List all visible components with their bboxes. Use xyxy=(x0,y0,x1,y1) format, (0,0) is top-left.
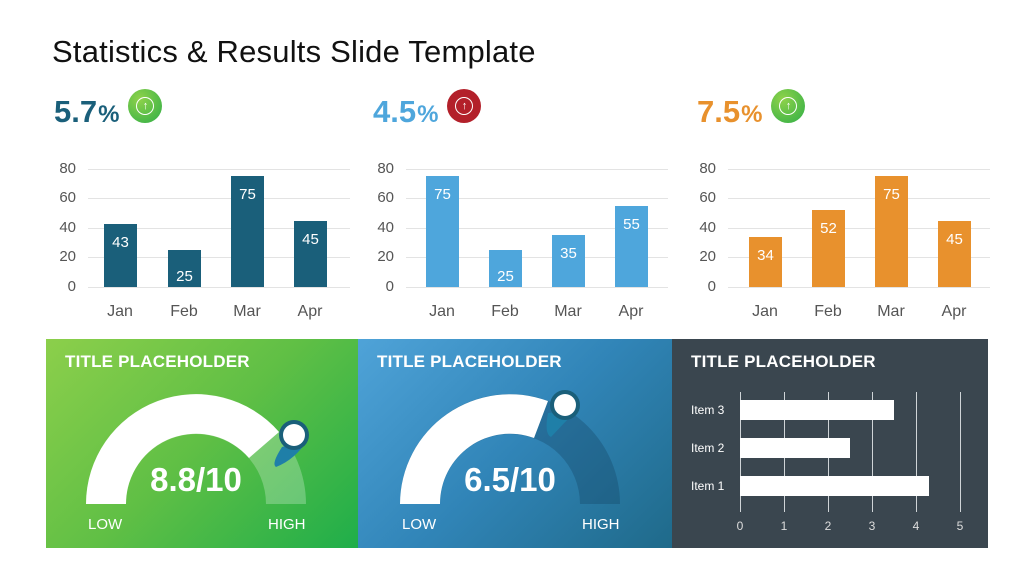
x-tick: Feb xyxy=(814,303,842,320)
hbar-item-3 xyxy=(740,400,894,420)
trend-badge: ↑ xyxy=(128,89,163,123)
kpi-unit: % xyxy=(417,101,439,128)
y-tick: 40 xyxy=(59,219,76,236)
x-tick: Mar xyxy=(233,303,261,320)
gauge-high-label: HIGH xyxy=(268,516,306,533)
y-tick: 20 xyxy=(59,248,76,265)
category-label: Item 3 xyxy=(691,403,725,417)
bar-label: 25 xyxy=(176,268,193,285)
kpi-3: 7.5 % ↑ xyxy=(697,89,806,130)
x-tick: Jan xyxy=(752,303,778,320)
bar-jan: 75 xyxy=(426,176,459,287)
bar-label: 55 xyxy=(623,216,640,233)
kpi-unit: % xyxy=(98,101,120,128)
gauge-arc xyxy=(400,390,620,504)
arrow-up-circle-icon: ↑ xyxy=(136,97,155,115)
y-tick: 0 xyxy=(707,278,716,295)
bar-apr: 55 xyxy=(615,206,648,287)
gauge-low-label: LOW xyxy=(88,516,123,533)
arrow-up-circle-icon: ↑ xyxy=(455,97,474,115)
bar-feb: 52 xyxy=(812,210,845,287)
y-tick: 0 xyxy=(385,278,394,295)
gauge-pointer-icon xyxy=(274,420,309,467)
bar-label: 75 xyxy=(883,186,900,203)
bar-feb: 25 xyxy=(168,250,201,287)
kpi-value: 4.5 xyxy=(373,94,417,129)
bar-chart-3: 80 60 40 20 0 34 52 75 45 Jan Feb Mar Ap… xyxy=(690,160,990,330)
y-tick: 80 xyxy=(377,160,394,177)
y-tick: 60 xyxy=(59,189,76,206)
x-tick: 3 xyxy=(868,519,876,533)
trend-badge: ↑ xyxy=(447,89,482,123)
x-tick: 4 xyxy=(912,519,920,533)
gauge-panel-2: TITLE PLACEHOLDER 6.5/10 LOW HIGH xyxy=(358,339,672,548)
gauge-low-label: LOW xyxy=(402,516,437,533)
x-tick: 0 xyxy=(736,519,744,533)
gauge-score: 8.8/10 xyxy=(150,461,242,498)
bar-label: 45 xyxy=(946,231,963,248)
bar-label: 34 xyxy=(757,247,774,264)
kpi-unit: % xyxy=(741,101,763,128)
arrow-up-circle-icon: ↑ xyxy=(779,97,798,115)
kpi-value: 7.5 xyxy=(697,94,741,129)
y-tick: 0 xyxy=(67,278,76,295)
bar-jan: 43 xyxy=(104,224,137,287)
bar-label: 45 xyxy=(302,231,319,248)
x-tick: Apr xyxy=(941,303,967,320)
gauge-pointer-icon xyxy=(546,390,580,437)
bar-jan: 34 xyxy=(749,237,782,287)
x-tick: 1 xyxy=(780,519,788,533)
bar-label: 35 xyxy=(560,245,577,262)
category-label: Item 2 xyxy=(691,441,725,455)
x-tick: Mar xyxy=(554,303,582,320)
x-tick: Jan xyxy=(107,303,133,320)
bar-label: 75 xyxy=(434,186,451,203)
panel-title: TITLE PLACEHOLDER xyxy=(65,352,250,371)
gauge-score: 6.5/10 xyxy=(464,461,556,498)
bar-mar: 75 xyxy=(231,176,264,287)
kpi-value: 5.7 xyxy=(54,94,98,129)
y-tick: 80 xyxy=(699,160,716,177)
x-tick: Apr xyxy=(618,303,644,320)
hbar-item-2 xyxy=(740,438,850,458)
x-tick: 2 xyxy=(824,519,832,533)
bar-label: 25 xyxy=(497,268,514,285)
slide-title: Statistics & Results Slide Template xyxy=(52,34,536,69)
bar-apr: 45 xyxy=(294,221,327,287)
x-tick: Feb xyxy=(170,303,198,320)
y-tick: 20 xyxy=(377,248,394,265)
y-tick: 40 xyxy=(699,219,716,236)
y-tick: 80 xyxy=(59,160,76,177)
y-tick: 20 xyxy=(699,248,716,265)
category-label: Item 1 xyxy=(691,479,725,493)
y-tick: 60 xyxy=(699,189,716,206)
bar-mar: 75 xyxy=(875,176,908,287)
panel-title: TITLE PLACEHOLDER xyxy=(377,352,562,371)
panel-title: TITLE PLACEHOLDER xyxy=(691,352,876,371)
y-tick: 40 xyxy=(377,219,394,236)
kpi-1: 5.7 % ↑ xyxy=(54,89,163,130)
bar-mar: 35 xyxy=(552,235,585,287)
gauge-panel-1: TITLE PLACEHOLDER 8.8/10 LOW HIGH xyxy=(46,339,358,548)
x-tick: Apr xyxy=(297,303,323,320)
bar-chart-2: 80 60 40 20 0 75 25 35 55 Jan Feb Mar Ap… xyxy=(368,160,668,330)
bar-label: 75 xyxy=(239,186,256,203)
x-tick: Jan xyxy=(429,303,455,320)
bar-chart-panel: TITLE PLACEHOLDER Item 3 Item 2 Item 1 0… xyxy=(672,339,988,548)
bar-apr: 45 xyxy=(938,221,971,287)
bar-chart-1: 80 60 40 20 0 43 25 75 45 Jan Feb Mar Ap… xyxy=(50,160,350,330)
y-tick: 60 xyxy=(377,189,394,206)
bar-label: 43 xyxy=(112,234,129,251)
x-tick: 5 xyxy=(956,519,964,533)
x-tick: Feb xyxy=(491,303,519,320)
bar-label: 52 xyxy=(820,220,837,237)
kpi-2: 4.5 % ↑ xyxy=(373,89,482,130)
gauge-arc xyxy=(86,394,309,504)
gauge-high-label: HIGH xyxy=(582,516,620,533)
trend-badge: ↑ xyxy=(771,89,806,123)
x-tick: Mar xyxy=(877,303,905,320)
hbar-item-1 xyxy=(740,476,929,496)
bar-feb: 25 xyxy=(489,250,522,287)
